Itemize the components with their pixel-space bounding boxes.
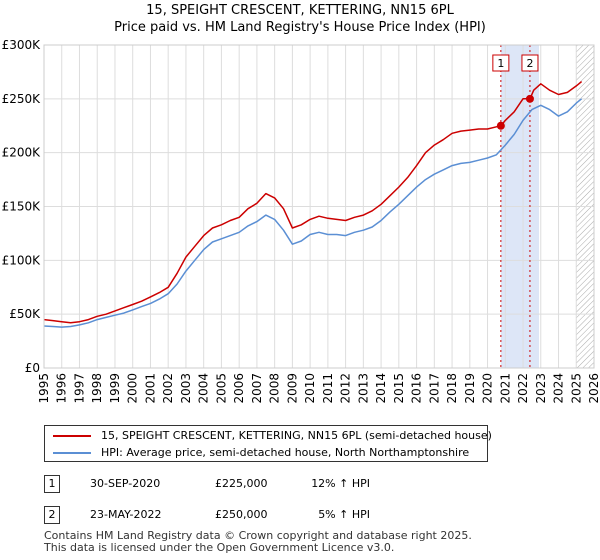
x-tick-label: 2022 bbox=[516, 373, 530, 404]
sale-hpi-change: 5% ↑ HPI bbox=[318, 508, 370, 521]
legend: 15, SPEIGHT CRESCENT, KETTERING, NN15 6P… bbox=[44, 425, 492, 462]
sale-label-box bbox=[521, 54, 539, 72]
sale-label-box bbox=[492, 54, 510, 72]
sale-point bbox=[525, 94, 534, 103]
chart-subtitle: Price paid vs. HM Land Registry's House … bbox=[114, 20, 486, 35]
sale-date: 23-MAY-2022 bbox=[90, 508, 162, 521]
legend-label-property: 15, SPEIGHT CRESCENT, KETTERING, NN15 6P… bbox=[101, 429, 492, 442]
y-tick-label: £150K bbox=[2, 200, 42, 214]
sale-row-1: 1 30-SEP-2020 £225,000 12% ↑ HPI bbox=[0, 475, 600, 495]
x-tick-label: 2015 bbox=[392, 373, 406, 404]
x-tick-label: 2019 bbox=[463, 373, 477, 404]
footer-attribution: Contains HM Land Registry data © Crown c… bbox=[44, 530, 472, 554]
y-tick-label: £250K bbox=[2, 92, 42, 106]
footer-line-1: Contains HM Land Registry data © Crown c… bbox=[44, 529, 472, 542]
x-tick-label: 2004 bbox=[197, 373, 211, 404]
x-tick-label: 1998 bbox=[90, 373, 104, 404]
x-tick-label: 2014 bbox=[374, 373, 388, 404]
x-tick-label: 2007 bbox=[250, 373, 264, 404]
x-tick-label: 2020 bbox=[481, 373, 495, 404]
x-tick-label: 2009 bbox=[285, 373, 299, 404]
x-tick-label: 2008 bbox=[268, 373, 282, 404]
chart-plot: 1 2 £0 £50K £100K £150K £200K £250K £300K 1995 19… bbox=[2, 38, 600, 404]
x-tick-label: 2021 bbox=[498, 373, 512, 404]
chart-title: 15, SPEIGHT CRESCENT, KETTERING, NN15 6P… bbox=[146, 3, 454, 18]
sale-date: 30-SEP-2020 bbox=[90, 477, 161, 490]
y-tick-label: £0 bbox=[25, 361, 40, 375]
sale-label-number: 2 bbox=[526, 57, 533, 70]
x-tick-label: 1997 bbox=[72, 373, 86, 404]
x-tick-label: 2001 bbox=[143, 373, 157, 404]
sale-row-2: 2 23-MAY-2022 £250,000 5% ↑ HPI bbox=[0, 506, 600, 526]
x-tick-label: 2005 bbox=[214, 373, 228, 404]
x-tick-label: 2003 bbox=[179, 373, 193, 404]
x-tick-label: 2016 bbox=[410, 373, 424, 404]
x-tick-label: 1995 bbox=[37, 373, 51, 404]
hpi-series-line bbox=[43, 98, 583, 328]
y-tick-label: £100K bbox=[2, 253, 42, 267]
sale-hpi-change: 12% ↑ HPI bbox=[311, 477, 370, 490]
y-tick-label: £50K bbox=[9, 307, 41, 321]
sale-price: £250,000 bbox=[215, 508, 268, 521]
x-tick-label: 1996 bbox=[55, 373, 69, 404]
sale-number-badge: 2 bbox=[44, 506, 60, 524]
x-tick-label: 2000 bbox=[126, 373, 140, 404]
legend-swatch-hpi bbox=[53, 452, 91, 454]
x-tick-label: 2013 bbox=[356, 373, 370, 404]
x-tick-label: 2024 bbox=[552, 373, 566, 404]
y-tick-label: £200K bbox=[2, 146, 42, 160]
x-tick-label: 2023 bbox=[534, 373, 548, 404]
y-tick-label: £300K bbox=[2, 38, 42, 52]
sale-point bbox=[496, 121, 505, 130]
footer-line-2: This data is licensed under the Open Gov… bbox=[44, 541, 395, 554]
x-tick-label: 2011 bbox=[321, 373, 335, 404]
legend-item-hpi: HPI: Average price, semi-detached house,… bbox=[45, 444, 487, 462]
x-tick-label: 2018 bbox=[445, 373, 459, 404]
x-tick-label: 2010 bbox=[303, 373, 317, 404]
legend-swatch-property bbox=[53, 435, 91, 437]
sale-label-number: 1 bbox=[497, 57, 504, 70]
x-tick-label: 2012 bbox=[339, 373, 353, 404]
x-tick-label: 2026 bbox=[587, 373, 600, 404]
x-tick-label: 2025 bbox=[569, 373, 583, 404]
x-tick-label: 2002 bbox=[161, 373, 175, 404]
x-tick-label: 2006 bbox=[232, 373, 246, 404]
legend-item-property: 15, SPEIGHT CRESCENT, KETTERING, NN15 6P… bbox=[45, 427, 492, 445]
x-tick-label: 1999 bbox=[108, 373, 122, 404]
plot-frame bbox=[43, 44, 595, 369]
sale-number-badge: 1 bbox=[44, 475, 60, 493]
x-tick-label: 2017 bbox=[427, 373, 441, 404]
legend-label-hpi: HPI: Average price, semi-detached house,… bbox=[101, 446, 470, 459]
sale-price: £225,000 bbox=[215, 477, 268, 490]
